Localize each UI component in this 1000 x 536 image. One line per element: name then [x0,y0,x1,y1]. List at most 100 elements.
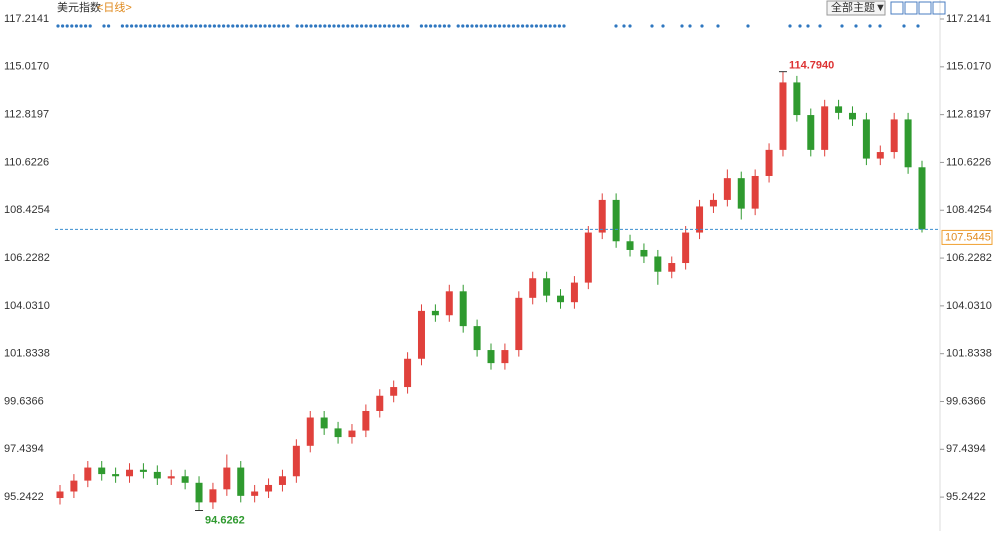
candle-body [404,358,412,388]
event-dot [323,24,327,28]
event-dot [557,24,562,28]
event-dot [401,24,405,28]
event-dot [212,24,216,28]
candle-body [570,282,578,303]
y-tick-label-right: 110.6226 [946,156,991,168]
event-dot [406,24,410,28]
candle-body [557,295,565,303]
event-dot [245,24,249,28]
event-dot [337,24,341,28]
candle-body [459,291,467,327]
event-dot [84,24,88,28]
event-dot [661,24,665,28]
event-dot [479,24,483,28]
y-tick-label-right: 112.8197 [946,109,991,121]
y-tick-label-right: 95.2422 [946,491,986,503]
event-dot [185,24,189,28]
candle-body [265,484,273,492]
y-tick-label-right: 117.2141 [946,13,991,25]
event-dot [488,24,492,28]
event-dot [107,24,111,28]
event-dot [433,24,437,28]
event-dot [189,24,193,28]
candle-body [139,469,147,472]
candle-body [765,149,773,176]
event-dot [373,24,377,28]
event-dot [231,24,235,28]
event-dot [56,24,60,28]
event-dot [539,24,543,28]
event-dot [327,24,331,28]
event-dot [309,24,313,28]
event-dot [700,24,704,28]
event-dot [465,24,469,28]
toolbar-icons[interactable] [890,1,946,15]
event-dot [235,24,239,28]
event-dot [419,24,423,28]
candle-body [584,232,592,283]
period-label[interactable]: <日线> [97,0,132,14]
event-dot [553,24,557,28]
event-dot [148,24,152,28]
event-dot [203,24,207,28]
candle-body [334,428,342,438]
event-dot [162,24,166,28]
event-dot [902,24,906,28]
y-tick-label: 110.6226 [4,156,49,168]
event-dot [180,24,184,28]
event-dot [840,24,844,28]
event-markers[interactable] [56,24,920,28]
candle-body [417,310,425,359]
event-dot [254,24,258,28]
event-dot [456,24,460,28]
candle-body [181,476,189,483]
theme-button-label[interactable]: 全部主题▼ [831,0,886,14]
event-dot [263,24,267,28]
event-dot [530,24,534,28]
event-dot [818,24,822,28]
y-tick-label-right: 106.2282 [946,252,992,264]
event-dot [125,24,129,28]
event-dot [350,24,354,28]
event-dot [746,24,750,28]
event-dot [249,24,253,28]
event-dot [222,24,226,28]
event-dot [438,24,442,28]
event-dot [102,24,106,28]
event-dot [258,24,262,28]
candle-body [682,232,690,264]
candle-body [112,474,120,477]
event-dot [628,24,632,28]
event-dot [272,24,276,28]
last-price-label: 107.5445 [945,231,991,243]
candle-body [793,82,801,116]
event-dot [493,24,497,28]
event-dot [360,24,364,28]
candle-body [237,467,245,496]
event-dot [74,24,78,28]
candle-body [362,410,370,431]
event-dot [383,24,387,28]
event-dot [166,24,170,28]
y-tick-label: 97.4394 [4,443,44,455]
y-tick-label: 95.2422 [4,491,44,503]
candle-body [167,476,175,479]
event-dot [516,24,520,28]
candle-body [126,469,134,477]
theme-button[interactable] [826,0,886,16]
event-dot [424,24,428,28]
candle-body [543,278,551,296]
candle-body [723,178,731,200]
candle-body [918,167,926,230]
candle-body [348,430,356,438]
event-dot [346,24,350,28]
event-dot [484,24,488,28]
event-dot [61,24,65,28]
candle-body [835,106,843,113]
event-dot [143,24,147,28]
event-dot [511,24,515,28]
event-dot [217,24,221,28]
